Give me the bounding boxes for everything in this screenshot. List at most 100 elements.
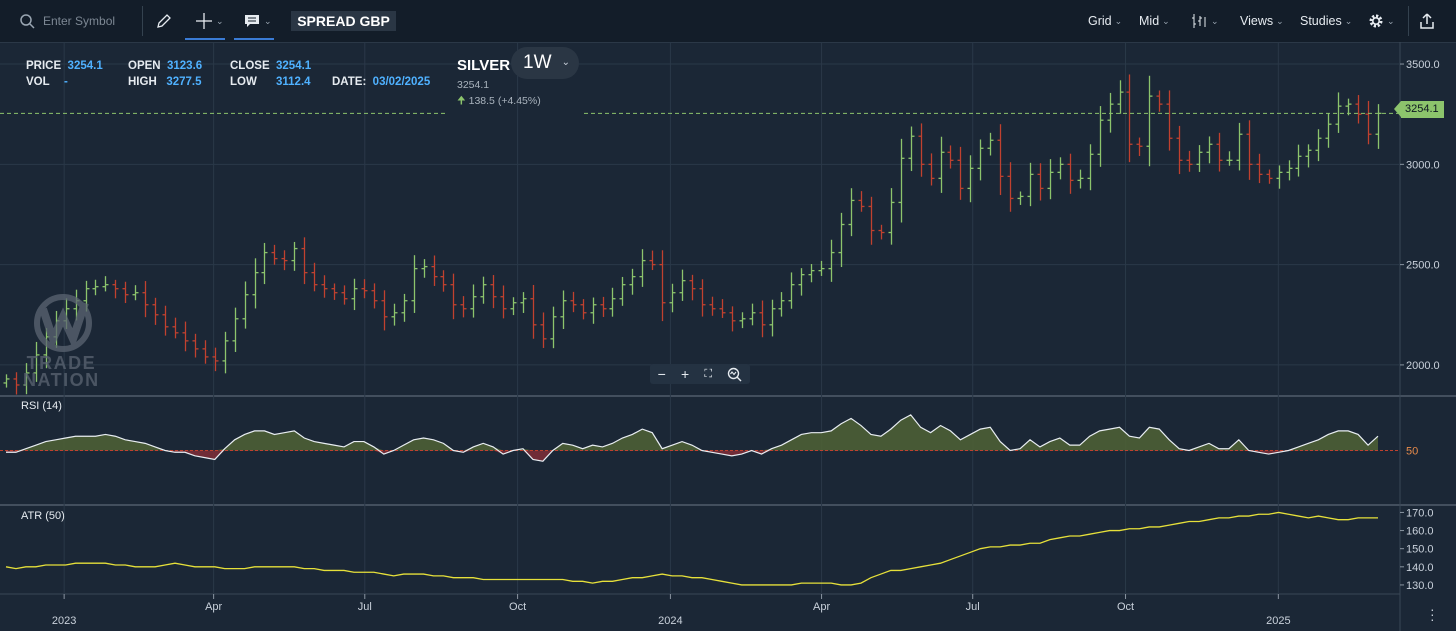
ohlc-bar xyxy=(1315,129,1322,162)
grid-menu[interactable]: Grid ⌄ xyxy=(1088,0,1122,42)
x-tick-label: Jul xyxy=(966,601,980,613)
ohlc-bar xyxy=(798,268,805,296)
ohlc-bar xyxy=(580,299,587,320)
ohlc-bar xyxy=(1007,162,1014,212)
grid-label: Grid xyxy=(1088,14,1112,28)
studies-menu[interactable]: Studies ⌄ xyxy=(1300,0,1352,42)
ohlc-bar xyxy=(500,285,507,319)
atr-tick-label: 170.0 xyxy=(1406,507,1434,519)
vol-label: VOL xyxy=(26,76,50,88)
ohlc-bar xyxy=(401,293,408,322)
ohlc-bar xyxy=(1067,153,1074,194)
ohlc-bar xyxy=(242,281,249,329)
chevron-down-icon: ⌄ xyxy=(1276,15,1284,26)
ohlc-bar xyxy=(550,306,557,349)
ohlc-bar xyxy=(759,300,766,338)
comment-button[interactable]: ⌄ xyxy=(243,0,272,42)
more-options-icon[interactable]: · · · xyxy=(1430,601,1435,627)
crosshair-button[interactable]: ⌄ xyxy=(195,0,224,42)
symbol-button[interactable]: SPREAD GBP xyxy=(291,11,396,31)
ohlc-bar xyxy=(1027,162,1034,207)
ohlc-bar xyxy=(1256,153,1263,184)
ohlc-bar xyxy=(341,285,348,305)
ohlc-bar xyxy=(788,272,795,309)
share-icon xyxy=(1420,13,1434,29)
settings-menu[interactable]: ⌄ xyxy=(1368,0,1395,42)
price-type-menu[interactable]: Mid ⌄ xyxy=(1139,0,1170,42)
atr-tick-label: 130.0 xyxy=(1406,580,1434,592)
reset-zoom-icon[interactable] xyxy=(727,367,742,382)
ohlc-bar xyxy=(619,276,626,306)
ohlc-bar xyxy=(838,212,845,268)
ohlc-bar xyxy=(301,237,308,285)
ohlc-bar xyxy=(1286,160,1293,181)
x-tick-label: 2023 xyxy=(52,615,76,627)
x-tick-label: Oct xyxy=(1117,601,1134,613)
high-value: 3277.5 xyxy=(166,76,202,88)
search-icon xyxy=(20,13,35,29)
ohlc-bar xyxy=(778,292,785,317)
search-input[interactable]: Enter Symbol xyxy=(43,14,116,28)
ohlc-bar xyxy=(431,255,438,286)
chart-type-menu[interactable]: ⌄ xyxy=(1190,0,1219,42)
symbol-search[interactable]: Enter Symbol xyxy=(20,0,115,42)
ohlc-bar xyxy=(212,347,219,372)
fit-screen-icon[interactable]: ⛶ xyxy=(704,367,713,380)
chevron-down-icon: ⌄ xyxy=(561,57,570,68)
price-label: PRICE xyxy=(26,60,62,72)
x-tick-label: 2024 xyxy=(658,615,682,627)
price-tick-label: 3000.0 xyxy=(1406,159,1440,171)
draw-button[interactable] xyxy=(155,0,173,42)
timeframe-selector[interactable]: 1W ⌄ xyxy=(511,47,579,79)
legend-vol: VOL - xyxy=(26,76,68,88)
ohlc-bar xyxy=(918,123,925,177)
ohlc-bar xyxy=(450,273,457,320)
chevron-down-icon: ⌄ xyxy=(1211,15,1219,26)
ohlc-bar xyxy=(928,153,935,186)
ohlc-bar xyxy=(1037,163,1044,201)
zoom-out-icon[interactable]: − xyxy=(657,366,666,382)
ohlc-bar xyxy=(152,297,159,325)
ohlc-bar xyxy=(520,292,527,313)
price-tick-label: 3500.0 xyxy=(1406,59,1440,71)
ohlc-bar xyxy=(1325,113,1332,148)
ohlc-bar xyxy=(1146,75,1153,167)
ohlc-bar xyxy=(699,279,706,317)
ohlc-bar xyxy=(1335,92,1342,133)
ohlc-bar xyxy=(540,312,547,348)
x-tick-label: Apr xyxy=(813,601,830,613)
ohlc-bar xyxy=(1017,191,1024,205)
ohlc-bar xyxy=(1246,120,1253,180)
low-value: 3112.4 xyxy=(276,76,311,88)
crosshair-active-underline xyxy=(185,38,225,40)
zoom-in-icon[interactable]: + xyxy=(681,366,690,382)
axes: 2023 Apr Jul Oct 2024 Apr Jul Oct 2025 2000.0 2500… xyxy=(52,59,1440,627)
ohlc-bar xyxy=(848,188,855,237)
high-label: HIGH xyxy=(128,76,157,88)
ohlc-bar xyxy=(3,374,10,388)
ohlc-bar xyxy=(957,146,964,200)
ohlc-bar xyxy=(749,303,756,326)
ohlc-bar xyxy=(629,268,636,295)
vol-value: - xyxy=(64,76,68,88)
atr-panel xyxy=(5,511,1378,586)
ohlc-bar xyxy=(719,299,726,318)
chevron-down-icon: ⌄ xyxy=(1162,15,1170,26)
ohlc-bar xyxy=(1345,98,1352,116)
open-value: 3123.6 xyxy=(166,60,203,72)
comment-icon xyxy=(245,15,259,27)
share-button[interactable] xyxy=(1418,0,1436,42)
studies-label: Studies xyxy=(1300,14,1342,28)
ohlc-bar xyxy=(351,278,358,311)
ohlc-bar xyxy=(1166,90,1173,151)
ohlc-bar xyxy=(997,124,1004,196)
ohlc-bar xyxy=(1226,151,1233,166)
views-menu[interactable]: Views ⌄ xyxy=(1240,0,1284,42)
chevron-down-icon: ⌄ xyxy=(1114,15,1123,26)
atr-line xyxy=(5,511,1378,586)
rsi-panel: 50 xyxy=(0,414,1418,462)
ohlc-bar xyxy=(291,241,298,271)
views-label: Views xyxy=(1240,14,1274,28)
chevron-down-icon: ⌄ xyxy=(216,15,224,26)
